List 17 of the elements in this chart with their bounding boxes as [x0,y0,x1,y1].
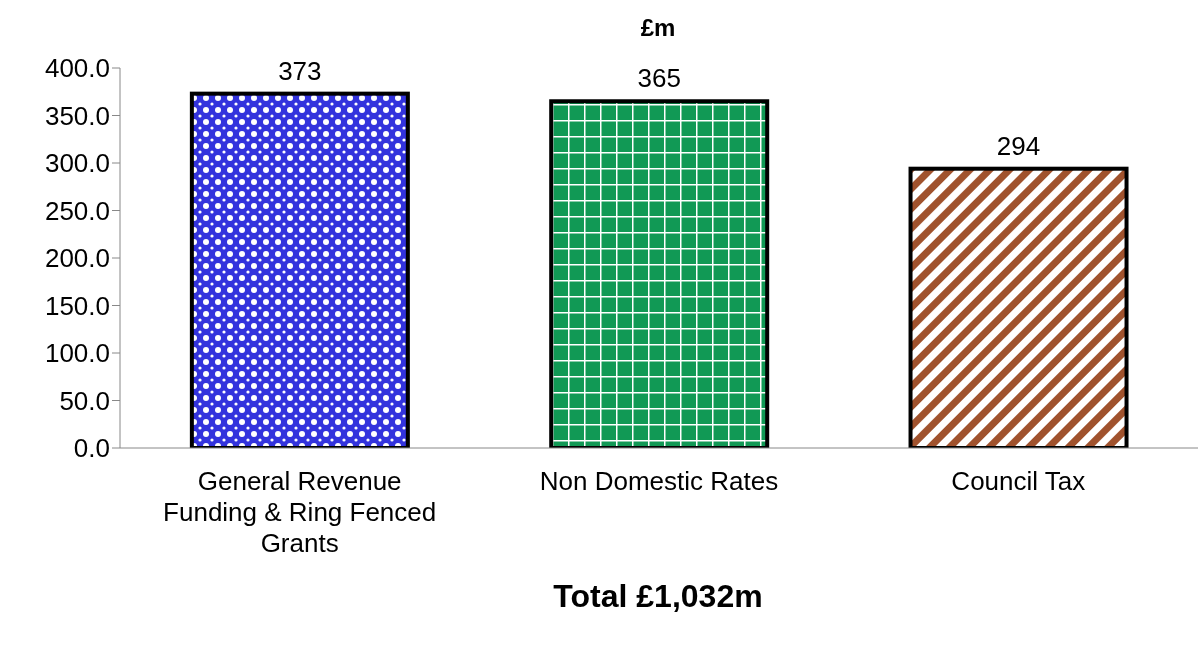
x-axis-title: Total £1,032m [552,578,764,615]
data-label: 294 [996,130,1041,161]
data-label: 365 [637,63,681,94]
y-tick-label: 50.0 [59,385,110,416]
y-tick-label: 400.0 [44,53,110,84]
x-tick-label: Council Tax [951,466,1086,496]
x-tick-label: Non Domestic Rates [539,466,779,496]
x-tick-label: General Revenue Funding & Ring Fenced Grants [163,466,437,558]
y-tick-label: 200.0 [44,243,110,274]
y-tick-label: 300.0 [44,148,110,179]
chart-title: £m [639,14,677,42]
data-label: 373 [278,55,322,86]
y-tick-label: 150.0 [44,290,110,321]
y-tick-label: 250.0 [44,195,110,226]
y-tick-label: 350.0 [44,100,110,131]
y-tick-label: 100.0 [44,338,110,369]
y-tick-label: 0.0 [73,433,110,464]
